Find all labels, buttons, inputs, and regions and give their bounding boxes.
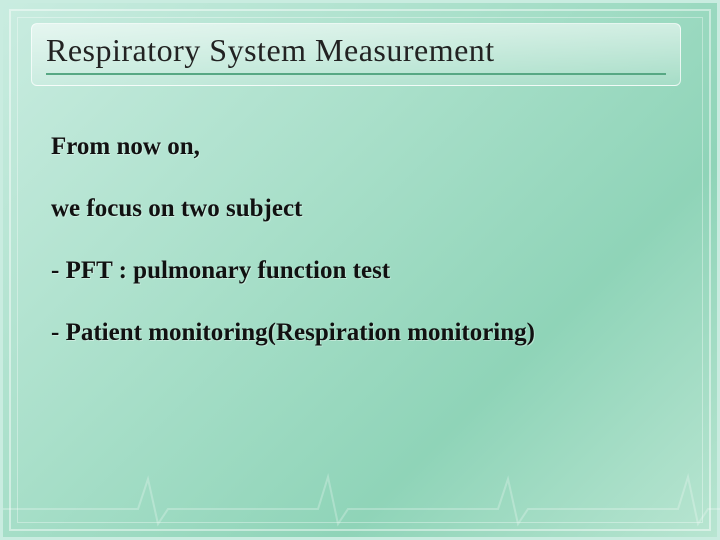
ecg-decoration-icon [3, 469, 720, 529]
body-line: - PFT : pulmonary function test [51, 257, 671, 285]
title-underline [46, 73, 666, 75]
body-line: - Patient monitoring(Respiration monitor… [51, 319, 671, 347]
title-box: Respiratory System Measurement [31, 23, 681, 86]
slide-title: Respiratory System Measurement [46, 32, 666, 69]
body-line: From now on, [51, 133, 671, 161]
body-line: we focus on two subject [51, 195, 671, 223]
slide-body: From now on, we focus on two subject - P… [51, 133, 671, 381]
slide-container: Respiratory System Measurement From now … [0, 0, 720, 540]
